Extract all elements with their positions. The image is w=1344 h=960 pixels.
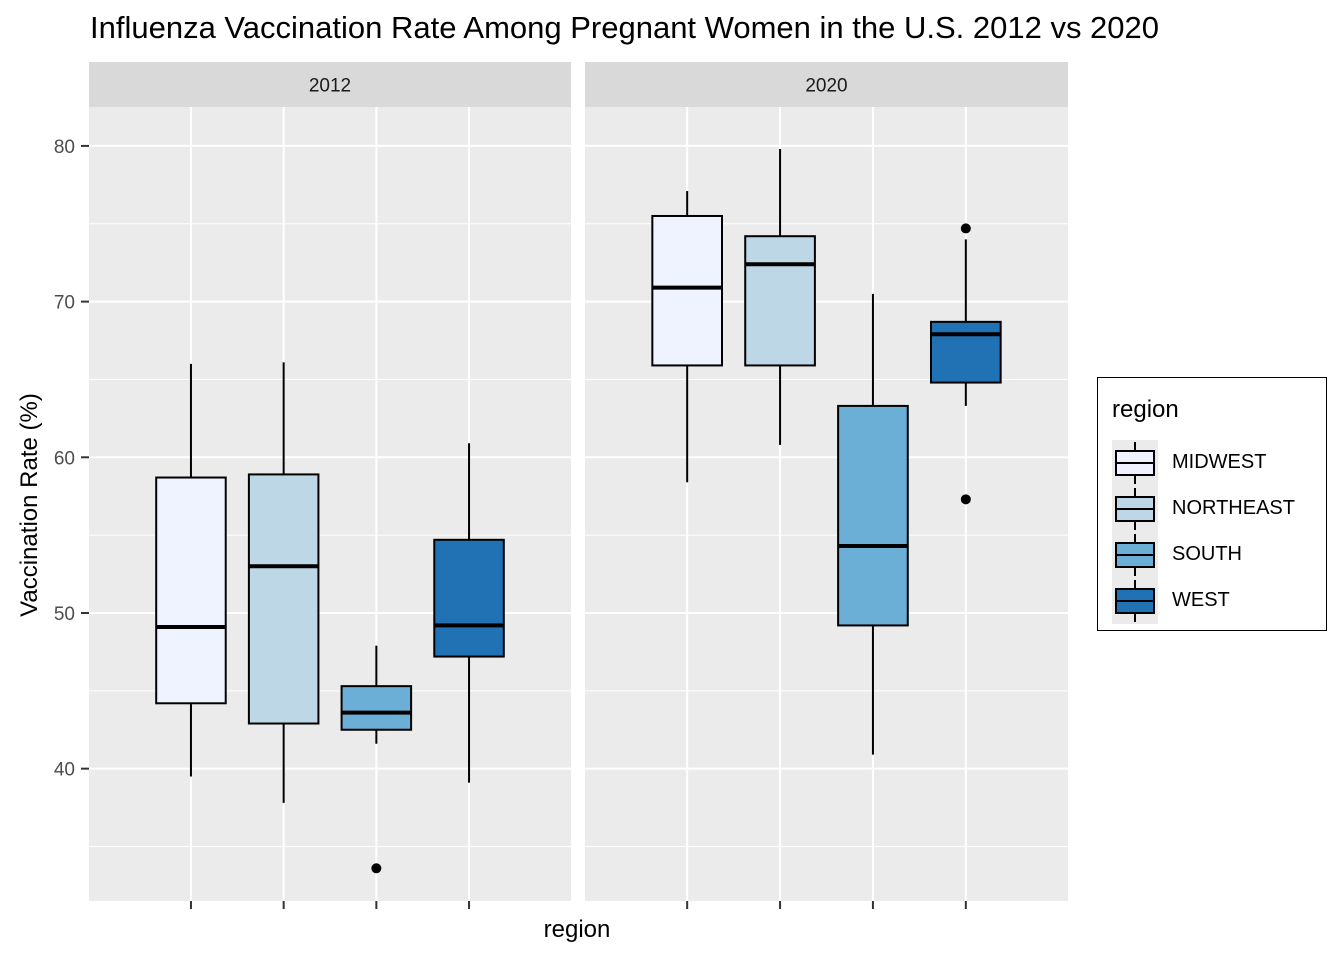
- box-south-2020: [837, 404, 909, 627]
- y-tick-label: 80: [54, 137, 75, 158]
- legend-label: SOUTH: [1172, 543, 1242, 565]
- chart-title: Influenza Vaccination Rate Among Pregnan…: [90, 10, 1160, 45]
- legend-item-northeast: NORTHEAST: [1112, 486, 1322, 532]
- facet-strip-label: 2012: [309, 76, 351, 97]
- legend-key: [1112, 532, 1158, 578]
- legend-label: NORTHEAST: [1172, 497, 1295, 519]
- facet-strip-2020: [585, 62, 1068, 107]
- legend-key: [1112, 486, 1158, 532]
- outlier-point: [960, 223, 971, 234]
- box-west-2020: [929, 320, 1002, 384]
- facet-strip-2012: [89, 62, 571, 107]
- legend-title: region: [1112, 396, 1179, 423]
- outlier-point: [371, 863, 382, 874]
- y-tick-label: 50: [54, 604, 75, 625]
- box-south-2012: [340, 685, 413, 731]
- legend-key: [1112, 440, 1158, 486]
- legend-key: [1112, 578, 1158, 624]
- outlier-point: [960, 494, 971, 505]
- box-west-2012: [433, 538, 505, 658]
- y-tick-label: 60: [54, 448, 75, 469]
- legend-item-south: SOUTH: [1112, 532, 1322, 578]
- y-tick-label: 70: [54, 293, 75, 314]
- box-midwest-2012: [155, 476, 227, 705]
- box-midwest-2020: [651, 214, 724, 367]
- legend-label: WEST: [1172, 589, 1230, 611]
- legend: region MIDWEST NORTHEAST SOUTH WEST: [1097, 377, 1327, 631]
- legend-item-west: WEST: [1112, 578, 1322, 624]
- y-tick-label: 40: [54, 760, 75, 781]
- x-axis-label: region: [543, 916, 611, 943]
- box-northeast-2020: [744, 235, 816, 367]
- legend-label: MIDWEST: [1172, 451, 1267, 473]
- box-northeast-2012: [247, 473, 320, 725]
- facet-strip-label: 2020: [805, 76, 847, 97]
- legend-item-midwest: MIDWEST: [1112, 440, 1322, 486]
